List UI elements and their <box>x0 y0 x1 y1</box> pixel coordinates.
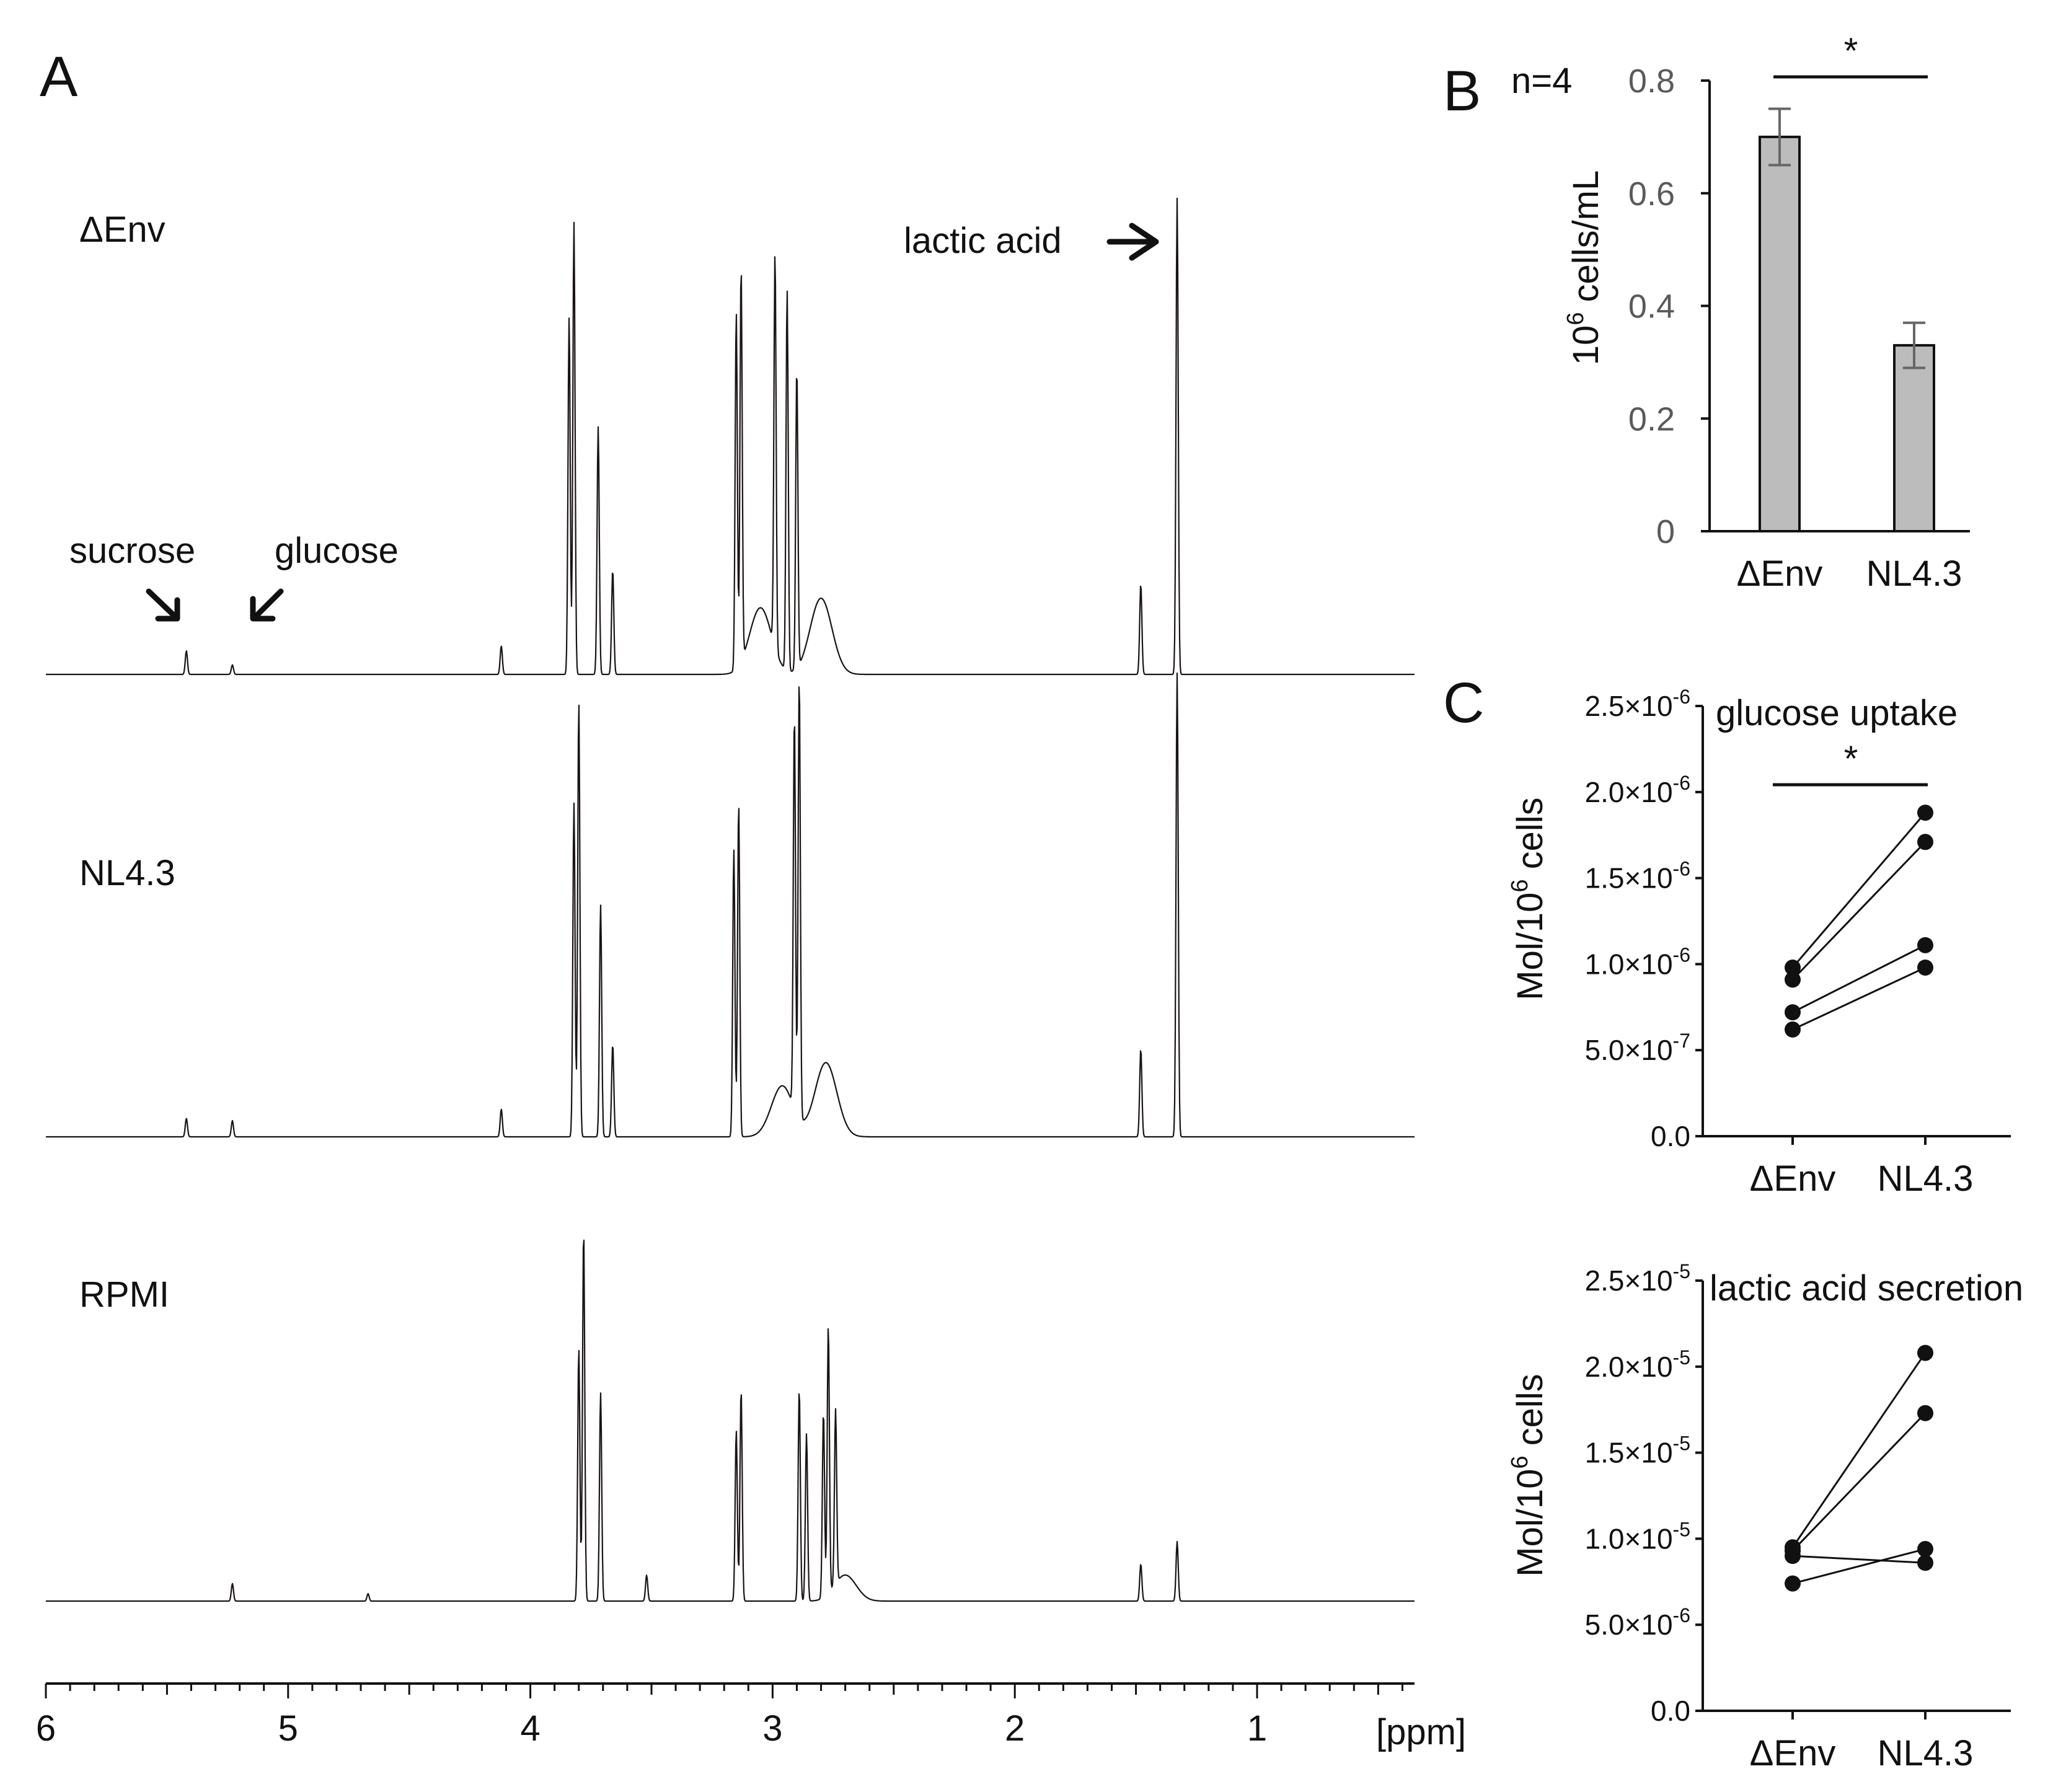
spectrum-label-nl43: NL4.3 <box>79 853 175 893</box>
bar-y-tick-label: 0.6 <box>1628 175 1675 213</box>
ppm-tick-label: 6 <box>36 1708 56 1749</box>
panel-c-letter: C <box>1443 671 1484 735</box>
lactic-y-tick-label: 2.5×10-5 <box>1585 1260 1690 1297</box>
lactic-category-label: ΔEnv <box>1750 1733 1836 1773</box>
spectra-traces <box>45 197 1415 1602</box>
ppm-tick-label: 1 <box>1247 1708 1267 1749</box>
spectrum-trace-0 <box>45 197 1415 676</box>
glucose-pair-line-1 <box>1791 841 1927 981</box>
lactic-pair-line-0 <box>1791 1352 1927 1548</box>
bar-y-tick-label: 0.4 <box>1628 288 1675 325</box>
lactic-point-nl43-0 <box>1917 1344 1933 1361</box>
glucose-y-tick-label: 0.0 <box>1651 1120 1690 1152</box>
spectrum-trace-1 <box>45 672 1415 1138</box>
ppm-axis: 6 5 4 3 2 1 <box>36 1682 1415 1749</box>
bar-y-tick-label: 0.2 <box>1628 400 1675 438</box>
glucose-uptake-chart: Mol/106 cells glucose uptake 0.0 5.0×10-7… <box>1507 686 2011 1199</box>
bar-category-label: ΔEnv <box>1737 554 1823 594</box>
glucose-y-tick-label: 1.5×10-6 <box>1585 858 1690 894</box>
ppm-tick-label: 4 <box>520 1708 540 1749</box>
cell-density-bar-chart: n=4 106 cells/mL 0 0.2 0.4 0.6 0.8 ΔEnv NL4.3 * <box>1511 31 1970 594</box>
bar-y-tick-label: 0 <box>1656 513 1675 550</box>
lactic-point-nl43-3 <box>1917 1541 1933 1558</box>
glucose-point-nl43-0 <box>1917 805 1933 821</box>
glucose-plot-area: 0.0 5.0×10-7 1.0×10-6 1.5×10-6 2.0×10-6 2.5×1… <box>1585 686 2011 1199</box>
glucose-point-nl43-3 <box>1917 959 1933 976</box>
ppm-tick-label: 5 <box>278 1708 298 1749</box>
bar-chart-y-label: 106 cells/mL <box>1563 170 1606 365</box>
glucose-category-label: ΔEnv <box>1750 1159 1836 1199</box>
glucose-pair-line-0 <box>1791 812 1927 968</box>
bar-0 <box>1759 135 1801 532</box>
ppm-tick-label: 2 <box>1005 1708 1025 1749</box>
ppm-tick-label: 3 <box>762 1708 782 1749</box>
lactic-point-denv-2 <box>1785 1548 1801 1565</box>
panel-b-letter: B <box>1443 60 1481 123</box>
sucrose-annotation: sucrose <box>69 531 195 571</box>
panel-a-letter: A <box>40 45 78 108</box>
glucose-pair-line-2 <box>1792 944 1926 1013</box>
lactic-chart-y-label: Mol/106 cells <box>1507 1374 1550 1576</box>
sample-size-label: n=4 <box>1511 61 1572 101</box>
bar-y-tick-label: 0.8 <box>1628 63 1675 100</box>
glucose-point-nl43-2 <box>1917 937 1933 953</box>
lactic-acid-annotation: lactic acid <box>904 221 1062 261</box>
bar-category-label: NL4.3 <box>1866 554 1962 594</box>
glucose-y-tick-label: 5.0×10-7 <box>1585 1030 1690 1066</box>
glucose-pair-line-3 <box>1792 966 1926 1031</box>
nmr-spectra-panel: ΔEnv NL4.3 RPMI lactic acid sucrose gluc… <box>36 197 1466 1752</box>
spectrum-label-denv: ΔEnv <box>79 210 166 250</box>
bar-plot-area: 0 0.2 0.4 0.6 0.8 ΔEnv NL4.3 * <box>1628 31 1970 594</box>
glucose-arrow-icon <box>250 588 284 622</box>
lactic-acid-arrow-icon <box>1106 223 1159 261</box>
lactic-chart-title: lactic acid secretion <box>1710 1268 2023 1309</box>
glucose-chart-title: glucose uptake <box>1716 693 1958 733</box>
glucose-annotation: glucose <box>275 531 399 571</box>
glucose-point-nl43-1 <box>1917 834 1933 850</box>
glucose-chart-y-label: Mol/106 cells <box>1507 797 1550 1000</box>
lactic-y-tick-label: 2.0×10-5 <box>1585 1346 1690 1383</box>
lactic-y-tick-label: 0.0 <box>1651 1695 1690 1727</box>
sucrose-arrow-icon <box>146 588 180 622</box>
lactic-pair-line-3 <box>1792 1548 1926 1585</box>
lactic-pair-line-1 <box>1791 1412 1927 1551</box>
lactic-y-tick-label: 5.0×10-6 <box>1585 1604 1690 1641</box>
spectrum-trace-2 <box>45 1239 1415 1602</box>
ppm-axis-label: [ppm] <box>1376 1712 1466 1752</box>
glucose-y-tick-label: 1.0×10-6 <box>1585 943 1690 980</box>
glucose-point-denv-3 <box>1785 1021 1801 1038</box>
significance-star: * <box>1844 31 1858 71</box>
bar-1 <box>1893 344 1935 532</box>
lactic-y-tick-label: 1.5×10-5 <box>1585 1432 1690 1469</box>
lactic-y-tick-label: 1.0×10-5 <box>1585 1518 1690 1555</box>
spectrum-label-rpmi: RPMI <box>79 1274 169 1315</box>
glucose-y-tick-label: 2.5×10-6 <box>1585 686 1690 722</box>
lactic-pair-line-2 <box>1792 1555 1926 1564</box>
lactic-category-label: NL4.3 <box>1878 1733 1974 1773</box>
glucose-y-tick-label: 2.0×10-6 <box>1585 772 1690 808</box>
glucose-point-denv-2 <box>1785 1004 1801 1021</box>
glucose-point-denv-1 <box>1785 971 1801 988</box>
lactic-plot-area: 0.0 5.0×10-6 1.0×10-5 1.5×10-5 2.0×10-5 2.5×1… <box>1585 1260 2011 1773</box>
glucose-point-denv-0 <box>1785 959 1801 976</box>
glucose-category-label: NL4.3 <box>1878 1159 1974 1199</box>
lactic-acid-chart: Mol/106 cells lactic acid secretion 0.0 5… <box>1507 1260 2023 1773</box>
glucose-significance-star: * <box>1844 739 1858 779</box>
lactic-point-denv-3 <box>1785 1575 1801 1592</box>
lactic-point-nl43-1 <box>1917 1405 1933 1421</box>
lactic-point-nl43-2 <box>1917 1555 1933 1571</box>
